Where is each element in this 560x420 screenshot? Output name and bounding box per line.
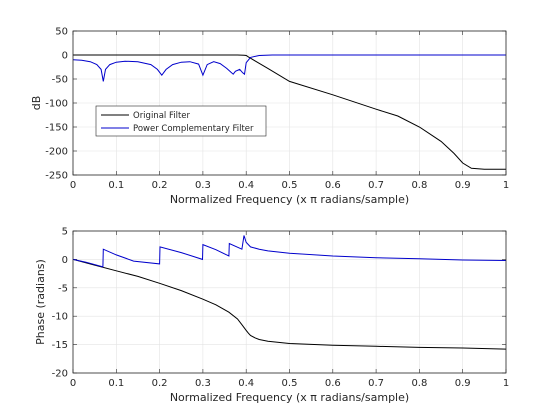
axes-2: 0 0.1 0.2 0.3 0.4 0.5 0.6 0.7 0.8 0.9 1 5 0 -5 -10 -15 -…: [34, 227, 509, 405]
y-tick-label: 50: [55, 27, 68, 38]
x-tick-label: 0: [70, 378, 76, 389]
y-tick-label: -20: [52, 369, 68, 380]
x-tick-label: 0.3: [195, 180, 211, 191]
x-tick-label: 0.9: [455, 378, 471, 389]
x-axis-label: Normalized Frequency (x π radians/sample…: [170, 391, 409, 404]
y-tick-label: 0: [62, 51, 68, 62]
series-line-2: [73, 54, 506, 82]
legend-entry: Original Filter: [133, 111, 191, 121]
axes-frame: [72, 30, 507, 176]
y-tick-label: 5: [62, 227, 68, 238]
x-tick-label: 0.8: [411, 180, 427, 191]
x-tick-label: 1: [503, 378, 509, 389]
x-tick-label: 0.6: [325, 378, 341, 389]
axes-1: 0 0.1 0.2 0.3 0.4 0.5 0.6 0.7 0.8 0.9 1 50 0 -50 -100 -…: [30, 27, 509, 207]
x-tick-label: 0.9: [455, 180, 471, 191]
x-tick-label: 0.4: [238, 378, 254, 389]
y-axis-label: Phase (radians): [34, 259, 47, 345]
x-tick-label: 0.6: [325, 180, 341, 191]
y-axis-label: dB: [30, 96, 43, 111]
x-tick-label: 0.1: [108, 180, 124, 191]
x-tick-label: 0.2: [152, 180, 168, 191]
series-line-1: [73, 258, 506, 350]
x-tick-label: 0.5: [282, 180, 298, 191]
x-tick-label: 1: [503, 180, 509, 191]
x-tick-label: 0.4: [238, 180, 254, 191]
x-tick-label: 0.7: [368, 180, 384, 191]
y-tick-label: -200: [45, 147, 68, 158]
legend: Original Filter Power Complementary Filte…: [95, 105, 267, 137]
series-line-1: [73, 54, 506, 170]
axes-frame: [72, 230, 507, 374]
x-tick-label: 0.2: [152, 378, 168, 389]
x-tick-label: 0.1: [108, 378, 124, 389]
y-tick-label: -10: [52, 312, 68, 323]
y-tick-label: -50: [52, 75, 68, 86]
y-tick-label: -150: [45, 123, 68, 134]
x-tick-label: 0.5: [282, 378, 298, 389]
x-axis-label: Normalized Frequency (x π radians/sample…: [170, 193, 409, 206]
x-tick-label: 0: [70, 180, 76, 191]
y-tick-label: -250: [45, 171, 68, 182]
series-line-2: [73, 235, 506, 268]
x-tick-label: 0.3: [195, 378, 211, 389]
legend-entry: Power Complementary Filter: [133, 124, 254, 134]
x-tick-label: 0.8: [411, 378, 427, 389]
y-tick-label: 0: [62, 255, 68, 266]
x-tick-label: 0.7: [368, 378, 384, 389]
legend-box: [95, 105, 267, 137]
y-tick-label: -100: [45, 99, 68, 110]
y-tick-label: -5: [58, 283, 68, 294]
y-tick-label: -15: [52, 340, 68, 351]
